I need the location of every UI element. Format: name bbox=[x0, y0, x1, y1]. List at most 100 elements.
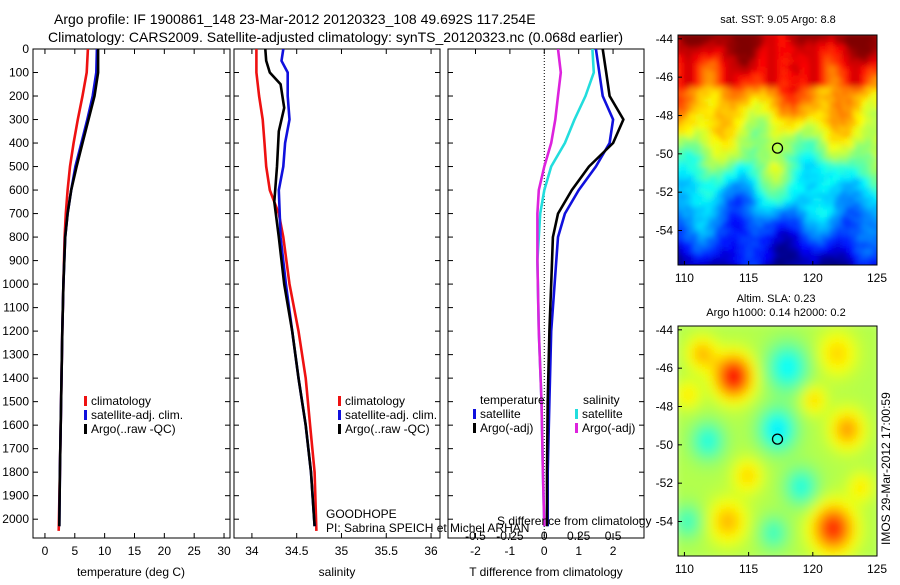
heatmap-cell bbox=[877, 51, 882, 56]
heatmap-cell bbox=[801, 55, 806, 60]
heatmap-cell bbox=[733, 466, 739, 472]
heatmap-cell bbox=[792, 361, 798, 367]
heatmap-cell bbox=[789, 110, 794, 115]
heatmap-cell bbox=[708, 351, 714, 357]
heatmap-cell bbox=[754, 59, 759, 64]
heatmap-cell bbox=[857, 376, 863, 382]
heatmap-cell bbox=[683, 326, 689, 332]
heatmap-cell bbox=[837, 496, 843, 502]
heatmap-cell bbox=[797, 126, 802, 131]
heatmap-cell bbox=[789, 170, 794, 175]
heatmap-cell bbox=[783, 406, 789, 412]
heatmap-cell bbox=[842, 396, 848, 402]
heatmap-cell bbox=[683, 361, 689, 367]
heatmap-cell bbox=[782, 186, 787, 191]
heatmap-cell bbox=[809, 182, 814, 187]
heatmap-cell bbox=[807, 466, 813, 472]
heatmap-cell bbox=[690, 35, 695, 40]
heatmap-cell bbox=[733, 391, 739, 397]
heatmap-cell bbox=[698, 346, 704, 352]
heatmap-cell bbox=[857, 182, 862, 187]
heatmap-cell bbox=[789, 102, 794, 107]
heatmap-cell bbox=[728, 326, 734, 332]
heatmap-cell bbox=[694, 55, 699, 60]
heatmap-cell bbox=[807, 346, 813, 352]
heatmap-cell bbox=[792, 391, 798, 397]
x-tick-label: 20 bbox=[158, 544, 172, 558]
heatmap-cell bbox=[801, 114, 806, 119]
heatmap-cell bbox=[852, 491, 858, 497]
heatmap-cell bbox=[698, 71, 703, 76]
heatmap-cell bbox=[728, 371, 734, 377]
heatmap-cell bbox=[768, 491, 774, 497]
heatmap-cell bbox=[877, 376, 883, 382]
heatmap-cell bbox=[813, 150, 818, 155]
heatmap-cell bbox=[708, 496, 714, 502]
heatmap-cell bbox=[762, 134, 767, 139]
heatmap-cell bbox=[837, 59, 842, 64]
heatmap-cell bbox=[792, 446, 798, 452]
heatmap-cell bbox=[758, 237, 763, 242]
heatmap-cell bbox=[693, 346, 699, 352]
heatmap-cell bbox=[817, 341, 823, 347]
heatmap-cell bbox=[833, 198, 838, 203]
heatmap-cell bbox=[698, 456, 704, 462]
heatmap-cell bbox=[852, 471, 858, 477]
heatmap-cell bbox=[788, 416, 794, 422]
heatmap-cell bbox=[783, 466, 789, 472]
heatmap-cell bbox=[797, 150, 802, 155]
heatmap-cell bbox=[783, 486, 789, 492]
heatmap-cell bbox=[832, 391, 838, 397]
heatmap-cell bbox=[742, 35, 747, 40]
heatmap-cell bbox=[762, 83, 767, 88]
heatmap-cell bbox=[821, 114, 826, 119]
heatmap-cell bbox=[693, 461, 699, 467]
heatmap-cell bbox=[708, 466, 714, 472]
heatmap-cell bbox=[688, 396, 694, 402]
heatmap-cell bbox=[718, 356, 724, 362]
heatmap-cell bbox=[788, 451, 794, 457]
heatmap-cell bbox=[754, 158, 759, 163]
heatmap-cell bbox=[750, 47, 755, 52]
heatmap-cell bbox=[710, 253, 715, 258]
heatmap-cell bbox=[678, 421, 684, 427]
legend-swatch bbox=[84, 424, 87, 434]
heatmap-cell bbox=[678, 102, 683, 107]
heatmap-cell bbox=[734, 79, 739, 84]
heatmap-cell bbox=[778, 47, 783, 52]
heatmap-cell bbox=[813, 186, 818, 191]
heatmap-cell bbox=[758, 426, 764, 432]
heatmap-cell bbox=[698, 476, 704, 482]
heatmap-cell bbox=[750, 253, 755, 258]
heatmap-cell bbox=[730, 110, 735, 115]
heatmap-cell bbox=[837, 265, 842, 270]
heatmap-cell bbox=[733, 326, 739, 332]
legend-entry: Argo(-adj) bbox=[480, 421, 533, 435]
heatmap-cell bbox=[774, 229, 779, 234]
heatmap-cell bbox=[730, 174, 735, 179]
heatmap-cell bbox=[683, 441, 689, 447]
heatmap-cell bbox=[793, 91, 798, 96]
heatmap-cell bbox=[849, 138, 854, 143]
heatmap-cell bbox=[789, 158, 794, 163]
heatmap-cell bbox=[833, 91, 838, 96]
heatmap-cell bbox=[797, 471, 803, 477]
heatmap-cell bbox=[817, 35, 822, 40]
heatmap-cell bbox=[849, 126, 854, 131]
heatmap-cell bbox=[817, 182, 822, 187]
heatmap-cell bbox=[847, 371, 853, 377]
heatmap-cell bbox=[743, 341, 749, 347]
heatmap-cell bbox=[693, 411, 699, 417]
heatmap-cell bbox=[867, 481, 873, 487]
heatmap-cell bbox=[861, 217, 866, 222]
heatmap-cell bbox=[733, 476, 739, 482]
heatmap-cell bbox=[782, 98, 787, 103]
heatmap-cell bbox=[788, 491, 794, 497]
heatmap-cell bbox=[742, 186, 747, 191]
heatmap-cell bbox=[877, 95, 882, 100]
heatmap-cell bbox=[674, 265, 679, 270]
heatmap-cell bbox=[774, 206, 779, 211]
heatmap-cell bbox=[827, 361, 833, 367]
heatmap-cell bbox=[812, 431, 818, 437]
heatmap-cell bbox=[773, 341, 779, 347]
